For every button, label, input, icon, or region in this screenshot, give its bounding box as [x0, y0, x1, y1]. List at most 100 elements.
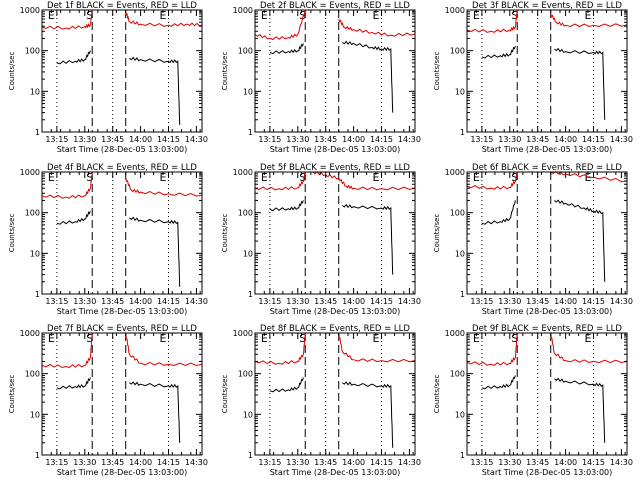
- x-axis-label: Start Time (28-Dec-05 13:03:00): [57, 145, 188, 154]
- series-black-line: [481, 375, 516, 390]
- x-tick-label: 14:00: [554, 458, 577, 467]
- y-tick-label: 1000: [445, 168, 465, 177]
- x-tick-label: 13:15: [258, 135, 281, 144]
- x-tick-label: 14:15: [370, 135, 393, 144]
- x-tick-label: 13:15: [470, 458, 493, 467]
- y-tick-label: 100: [238, 370, 253, 379]
- series-red-line: [338, 18, 416, 37]
- x-tick-label: 14:30: [610, 135, 633, 144]
- series-black-line: [129, 56, 181, 125]
- marker-label: S: [299, 171, 306, 184]
- series-red-line: [550, 332, 628, 364]
- x-axis-label: Start Time (28-Dec-05 13:03:00): [482, 307, 613, 316]
- y-tick-label: 10: [455, 87, 465, 96]
- marker-label: S: [86, 332, 93, 345]
- plot-frame: [41, 332, 203, 456]
- x-tick-label: 14:30: [398, 458, 421, 467]
- series-red-line: [550, 170, 628, 183]
- y-tick-label: 10: [30, 410, 40, 419]
- series-red-line: [466, 171, 518, 190]
- plot-frame: [466, 332, 628, 456]
- x-tick-label: 13:15: [45, 458, 68, 467]
- y-tick-label: 10: [455, 410, 465, 419]
- y-tick-label: 1: [460, 451, 465, 460]
- x-tick-label: 14:30: [185, 297, 208, 306]
- y-tick-label: 100: [450, 209, 465, 218]
- y-tick-label: 1000: [20, 168, 40, 177]
- x-tick-label: 13:15: [258, 458, 281, 467]
- marker-label: S: [86, 9, 93, 22]
- y-tick-label: 100: [25, 370, 40, 379]
- y-tick-label: 1: [248, 451, 253, 460]
- series-black-line: [269, 43, 304, 55]
- marker-label: E: [585, 332, 592, 345]
- y-tick-label: 100: [450, 47, 465, 56]
- series-red-line: [550, 13, 628, 28]
- marker-label: S: [299, 9, 306, 22]
- x-tick-label: 14:00: [342, 297, 365, 306]
- plot-frame: [41, 171, 203, 295]
- x-tick-label: 13:15: [470, 135, 493, 144]
- series-red-line: [41, 332, 93, 369]
- marker-label: E: [160, 9, 167, 22]
- marker-label: E: [473, 171, 480, 184]
- x-tick-label: 14:00: [342, 458, 365, 467]
- series-black-line: [554, 47, 606, 120]
- series-red-line: [466, 9, 518, 33]
- x-tick-label: 14:15: [370, 297, 393, 306]
- chart-title: Det 7f BLACK = Events, RED = LLD: [47, 324, 197, 334]
- x-tick-label: 14:15: [157, 458, 180, 467]
- marker-label: S: [511, 9, 518, 22]
- y-tick-label: 1000: [445, 6, 465, 15]
- x-axis-label: Start Time (28-Dec-05 13:03:00): [270, 468, 401, 477]
- x-tick-label: 14:15: [370, 458, 393, 467]
- series-black-line: [56, 50, 91, 65]
- y-axis-label: Counts/sec: [433, 52, 441, 91]
- x-tick-label: 13:30: [73, 297, 96, 306]
- x-tick-label: 14:30: [398, 135, 421, 144]
- y-tick-label: 10: [243, 410, 253, 419]
- plot-frame: [41, 9, 203, 133]
- marker-label: E: [48, 171, 55, 184]
- marker-label: E: [261, 9, 268, 22]
- x-tick-label: 14:00: [129, 458, 152, 467]
- x-tick-label: 13:30: [286, 458, 309, 467]
- series-red-line: [125, 178, 203, 197]
- x-tick-label: 13:45: [314, 135, 337, 144]
- marker-label: S: [86, 171, 93, 184]
- marker-label: E: [473, 332, 480, 345]
- x-tick-label: 14:15: [157, 297, 180, 306]
- x-tick-label: 14:00: [129, 135, 152, 144]
- y-tick-label: 1: [460, 290, 465, 299]
- x-tick-label: 13:45: [101, 297, 124, 306]
- x-tick-label: 14:00: [554, 135, 577, 144]
- x-tick-label: 14:30: [185, 458, 208, 467]
- plot-frame: [254, 171, 416, 295]
- y-tick-label: 100: [450, 370, 465, 379]
- y-tick-label: 100: [25, 47, 40, 56]
- x-tick-label: 14:00: [129, 297, 152, 306]
- y-axis-label: Counts/sec: [433, 214, 441, 253]
- y-axis-label: Counts/sec: [221, 375, 229, 414]
- y-tick-label: 1: [248, 128, 253, 137]
- chart-title: Det 1f BLACK = Events, RED = LLD: [47, 1, 197, 11]
- marker-label: E: [473, 9, 480, 22]
- y-tick-label: 1000: [233, 168, 253, 177]
- series-black-line: [481, 200, 516, 225]
- y-tick-label: 10: [30, 87, 40, 96]
- y-tick-label: 100: [238, 47, 253, 56]
- x-axis-label: Start Time (28-Dec-05 13:03:00): [482, 468, 613, 477]
- marker-label: E: [48, 9, 55, 22]
- x-tick-label: 13:30: [286, 297, 309, 306]
- x-tick-label: 13:45: [526, 297, 549, 306]
- y-tick-label: 1000: [20, 329, 40, 338]
- marker-label: E: [160, 171, 167, 184]
- x-tick-label: 14:15: [582, 297, 605, 306]
- y-axis-label: Counts/sec: [8, 214, 16, 253]
